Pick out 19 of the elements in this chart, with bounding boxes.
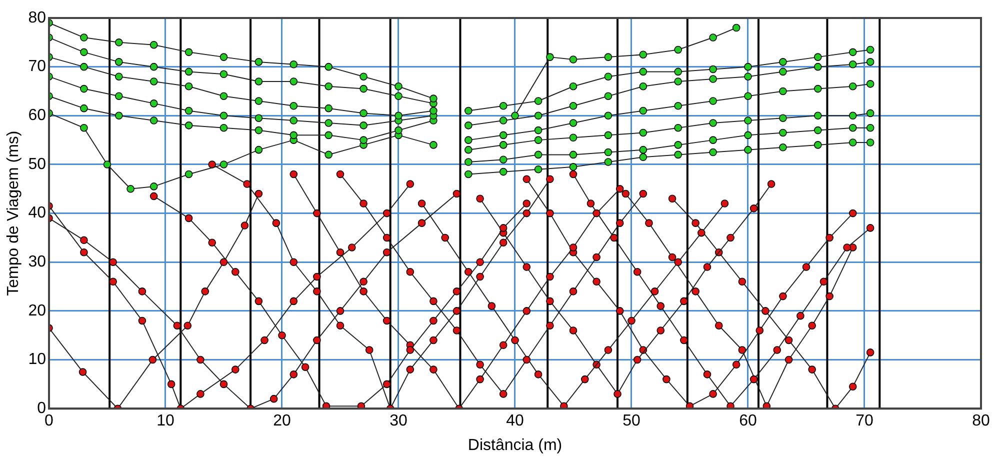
x-axis-title: Distância (m) [468, 436, 562, 454]
x-tick-label: 60 [739, 412, 757, 430]
y-tick-label: 30 [28, 254, 46, 271]
x-tick-label: 50 [622, 412, 640, 430]
y-tick-label: 70 [28, 58, 46, 76]
x-tick-label: 20 [273, 412, 291, 430]
x-tick-label: 80 [972, 412, 990, 430]
y-tick-label: 40 [28, 204, 46, 222]
y-tick-label: 0 [37, 400, 46, 418]
x-tick-label: 30 [390, 412, 408, 430]
x-tick-label: 70 [856, 412, 874, 430]
y-tick-label: 20 [28, 302, 46, 320]
y-tick-label: 60 [28, 107, 46, 124]
y-tick-label: 80 [28, 9, 46, 26]
x-tick-label: 10 [156, 412, 174, 430]
y-axis-title: Tempo de Viagem (ms) [5, 130, 22, 296]
y-tick-label: 10 [28, 351, 46, 368]
y-tick-label: 50 [28, 156, 46, 173]
x-tick-label: 40 [506, 412, 524, 430]
